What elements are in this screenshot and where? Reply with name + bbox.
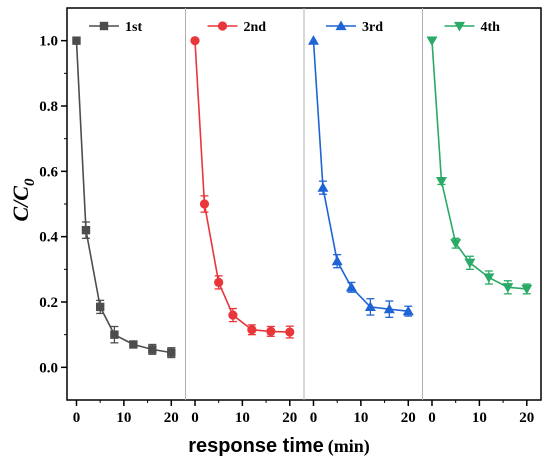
legend-marker [454,21,465,32]
data-point [402,305,414,316]
series-line [194,40,290,333]
data-point [521,284,533,295]
legend-layer: 1st 2nd 3rd 4th [89,20,500,35]
x-axis-label-unit: (min) [328,436,370,457]
x-tick-label: 10 [472,410,487,426]
series-line [431,40,527,290]
legend-item: 3rd [326,20,383,35]
data-point [331,255,343,266]
legend-marker [99,21,109,31]
data-point [81,225,91,235]
data-point [129,340,138,349]
y-tick-label: 0.2 [39,295,58,311]
y-axis-label: C/C0 [8,178,38,221]
x-tick-label: 0 [191,410,199,426]
legend-marker [217,21,228,31]
data-point [383,303,395,314]
data-point [190,36,200,46]
data-point [364,301,376,312]
series-line [75,40,172,354]
series-1st [72,36,176,359]
legend-label: 2nd [244,20,267,35]
x-tick-label: 20 [519,410,534,426]
data-point [345,281,357,292]
y-tick-label: 1.0 [39,34,58,50]
data-point [167,348,176,357]
data-point [95,302,105,312]
data-point [266,326,276,336]
data-point [247,325,257,335]
data-point [148,345,157,354]
data-point [450,239,462,249]
data-point [426,36,438,47]
data-point [483,273,495,283]
x-tick-label: 20 [401,410,416,426]
x-tick-label: 20 [282,410,297,426]
legend-marker [335,20,347,31]
legend-item: 1st [89,20,142,35]
x-tick-label: 0 [73,410,81,426]
y-tick-label: 0.4 [39,230,58,246]
x-tick-label: 10 [353,410,368,426]
x-tick-label: 0 [310,410,318,426]
x-tick-label: 10 [116,410,131,426]
y-axis-label-subscript: 0 [22,178,38,186]
data-point [435,177,447,187]
series-4th [426,36,533,295]
data-point [72,36,81,45]
series-3rd [307,35,414,319]
data-point [464,258,476,269]
x-tick-label: 20 [164,410,179,426]
series-line [312,40,409,312]
x-axis-label: response time (min) [188,435,370,457]
series-layer [72,35,533,359]
legend-label: 3rd [362,20,383,35]
y-tick-label: 0.8 [39,99,58,115]
panel-dividers [185,8,423,400]
legend-item: 2nd [207,20,267,35]
data-point [199,199,210,209]
legend-label: 4th [481,20,501,35]
axes: 0.0 0.2 0.4 0.6 0.8 1.0 0 10 20 0 10 20 0 10 20 0 10 20 [39,34,534,426]
x-tick-label: 10 [235,410,250,426]
x-tick-label: 0 [428,410,436,426]
data-point [502,283,514,293]
data-point [228,310,238,320]
legend-label: 1st [125,20,142,35]
data-point [307,35,319,45]
legend-item: 4th [444,20,501,35]
data-point [110,330,119,339]
series-2nd [190,36,295,339]
data-point [214,277,224,287]
y-tick-label: 0.0 [39,360,58,376]
data-point [285,327,295,337]
y-tick-label: 0.6 [39,164,58,180]
data-point [317,182,329,192]
